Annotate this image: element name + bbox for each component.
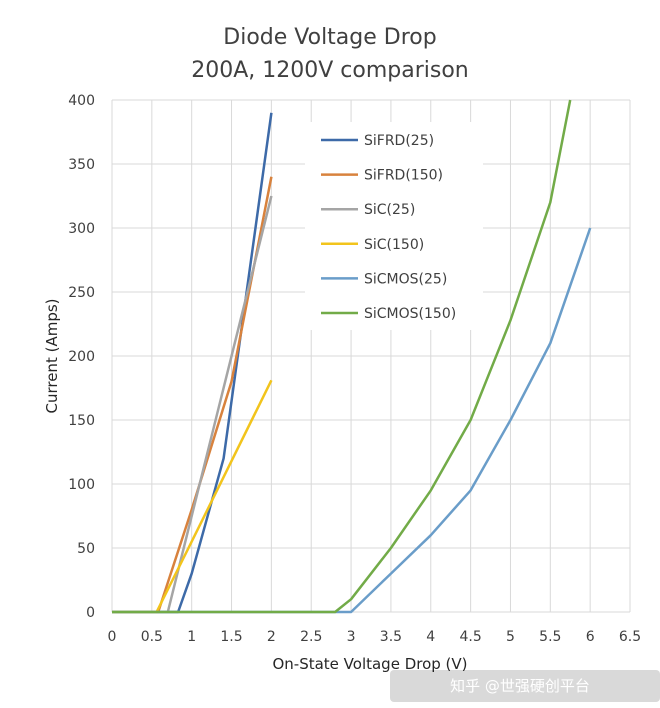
x-tick-label: 4 xyxy=(426,629,435,645)
y-tick-label: 200 xyxy=(68,349,95,365)
y-tick-label: 150 xyxy=(68,413,95,429)
x-tick-label: 0 xyxy=(108,629,117,645)
legend-label-sicmos-150: SiCMOS(150) xyxy=(364,306,456,322)
y-tick-label: 250 xyxy=(68,285,95,301)
watermark: 知乎 @世强硬创平台 xyxy=(390,670,660,702)
legend-label-sic-25: SiC(25) xyxy=(364,202,415,218)
legend-label-sic-150: SiC(150) xyxy=(364,237,424,253)
x-tick-label: 2.5 xyxy=(300,629,322,645)
x-tick-label: 1 xyxy=(187,629,196,645)
series-line-sicmos-25 xyxy=(112,227,592,614)
series-line-sicmos-150 xyxy=(112,99,572,614)
watermark-text: 知乎 @世强硬创平台 xyxy=(450,677,590,695)
legend-label-sifrd-25: SiFRD(25) xyxy=(364,133,434,149)
y-tick-label: 400 xyxy=(68,93,95,109)
y-tick-label: 50 xyxy=(77,541,95,557)
y-tick-labels: 0 50 100 150 200 250 300 350 400 xyxy=(68,93,95,621)
watermark-background xyxy=(390,670,660,702)
chart-subtitle: 200A, 1200V comparison xyxy=(191,58,469,83)
series-lines xyxy=(112,99,592,614)
legend-background xyxy=(305,122,483,330)
x-tick-label: 6.5 xyxy=(619,629,641,645)
chart-title: Diode Voltage Drop xyxy=(223,25,436,50)
x-tick-label: 2 xyxy=(267,629,276,645)
y-tick-label: 100 xyxy=(68,477,95,493)
x-tick-label: 1.5 xyxy=(220,629,242,645)
x-tick-labels: 0 0.5 1 1.5 2 2.5 3 3.5 4 4.5 5 5.5 6 6.5 xyxy=(108,629,642,645)
legend: SiFRD(25) SiFRD(150) SiC(25) SiC(150) SiCMOS… xyxy=(305,122,483,330)
legend-label-sifrd-150: SiFRD(150) xyxy=(364,168,443,184)
y-tick-label: 300 xyxy=(68,221,95,237)
x-tick-label: 0.5 xyxy=(141,629,163,645)
x-tick-label: 3.5 xyxy=(380,629,402,645)
legend-label-sicmos-25: SiCMOS(25) xyxy=(364,271,447,287)
x-tick-label: 3 xyxy=(347,629,356,645)
x-tick-label: 5.5 xyxy=(539,629,561,645)
x-tick-label: 5 xyxy=(506,629,515,645)
x-axis-label: On-State Voltage Drop (V) xyxy=(272,655,467,673)
x-tick-label: 6 xyxy=(586,629,595,645)
y-tick-label: 0 xyxy=(86,605,95,621)
x-tick-label: 4.5 xyxy=(459,629,481,645)
y-tick-label: 350 xyxy=(68,157,95,173)
y-axis-label: Current (Amps) xyxy=(43,298,61,413)
